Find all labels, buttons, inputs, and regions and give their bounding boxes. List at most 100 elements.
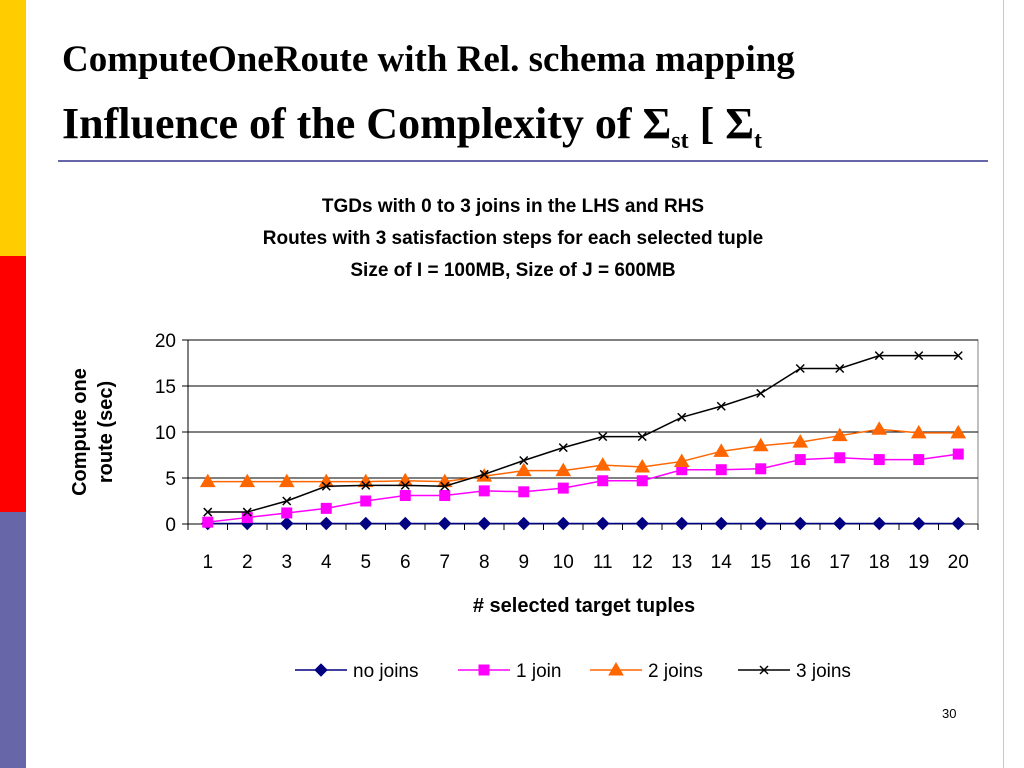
- x-tick-label-10: 10: [553, 552, 574, 573]
- point-3-joins-2: [242, 507, 252, 517]
- point-no-joins-11: [596, 516, 610, 531]
- point-1-join-2: [241, 512, 253, 524]
- x-tick-label-13: 13: [671, 552, 692, 573]
- point-2-joins-5: [357, 473, 374, 488]
- point-3-joins-19: [914, 351, 924, 361]
- side-bar-purple-segment: [0, 512, 26, 768]
- y-tick-label-20: 20: [155, 331, 176, 352]
- slide-title: ComputeOneRoute with Rel. schema mapping: [62, 39, 795, 80]
- chart-title-line-1: TGDs with 0 to 3 joins in the LHS and RH…: [322, 196, 704, 217]
- point-3-joins-7: [440, 481, 450, 491]
- point-no-joins-12: [635, 516, 649, 531]
- point-no-joins-16: [793, 516, 807, 531]
- point-no-joins-20: [951, 516, 965, 531]
- point-2-joins-3: [278, 473, 295, 488]
- x-tick-label-4: 4: [321, 552, 332, 573]
- point-1-join-8: [478, 485, 490, 497]
- y-axis-label: Compute one route (sec): [69, 368, 117, 496]
- point-no-joins-10: [556, 516, 570, 531]
- legend-label-1-join: 1 join: [516, 661, 561, 682]
- series-line-3-joins: [207, 354, 959, 513]
- point-2-joins-4: [318, 473, 335, 488]
- series-line-1-join: [207, 453, 959, 523]
- point-1-join-11: [597, 475, 609, 487]
- legend-label-2-joins: 2 joins: [648, 661, 703, 682]
- x-tick-label-3: 3: [281, 552, 292, 573]
- point-3-joins-12: [637, 432, 647, 442]
- point-2-joins-9: [515, 462, 532, 477]
- point-2-joins-17: [831, 427, 848, 442]
- point-no-joins-4: [319, 516, 333, 531]
- x-tick-label-12: 12: [632, 552, 653, 573]
- x-tick-label-15: 15: [750, 552, 771, 573]
- point-2-joins-6: [397, 472, 414, 487]
- legend-marker-1-join: [478, 664, 490, 676]
- subtitle-main-text: Influence of the Complexity of Σ: [62, 99, 672, 148]
- point-2-joins-18: [871, 421, 888, 435]
- title-underline-rule: [58, 160, 988, 162]
- point-3-joins-17: [835, 363, 845, 374]
- point-1-join-14: [715, 464, 727, 476]
- y-tick-label-5: 5: [165, 469, 176, 490]
- x-tick-label-18: 18: [869, 552, 890, 573]
- x-tick-label-16: 16: [790, 552, 811, 573]
- x-tick-label-1: 1: [202, 552, 213, 573]
- slide-right-border: [1003, 0, 1004, 768]
- y-tick-label-15: 15: [155, 377, 176, 398]
- point-no-joins-15: [754, 516, 768, 531]
- point-3-joins-13: [677, 412, 687, 422]
- point-3-joins-18: [874, 351, 884, 361]
- point-2-joins-20: [950, 424, 967, 439]
- x-tick-label-19: 19: [908, 552, 929, 573]
- x-tick-label-11: 11: [593, 552, 613, 573]
- x-tick-label-14: 14: [711, 552, 733, 573]
- point-3-joins-16: [795, 363, 805, 374]
- point-no-joins-18: [872, 516, 886, 531]
- line-chart: TGDs with 0 to 3 joins in the LHS and RH…: [69, 196, 979, 682]
- y-axis-label-line-1: Compute one: [69, 368, 91, 496]
- x-tick-label-5: 5: [360, 552, 371, 573]
- slide-side-bar: [0, 0, 26, 768]
- point-no-joins-7: [438, 516, 452, 531]
- point-no-joins-6: [398, 516, 412, 531]
- point-2-joins-15: [752, 437, 769, 452]
- point-no-joins-14: [714, 516, 728, 531]
- y-axis-label-line-2: route (sec): [95, 381, 117, 483]
- chart-title-line-3: Size of I = 100MB, Size of J = 600MB: [350, 260, 675, 281]
- point-no-joins-8: [477, 516, 491, 531]
- point-no-joins-3: [280, 516, 294, 531]
- point-3-joins-8: [479, 469, 489, 479]
- point-3-joins-10: [558, 443, 568, 453]
- point-1-join-5: [360, 495, 372, 507]
- legend-label-no-joins: no joins: [353, 661, 419, 682]
- point-1-join-10: [557, 482, 569, 494]
- point-no-joins-19: [912, 516, 926, 531]
- side-bar-red-segment: [0, 256, 26, 512]
- point-3-joins-20: [953, 351, 963, 361]
- point-3-joins-6: [400, 480, 410, 490]
- point-1-join-20: [952, 448, 964, 460]
- point-2-joins-14: [713, 443, 730, 457]
- point-2-joins-11: [594, 457, 611, 471]
- point-1-join-18: [873, 454, 885, 466]
- legend-label-3-joins: 3 joins: [796, 661, 851, 682]
- point-3-joins-14: [716, 401, 726, 411]
- subtitle-bracket-text: [ Σ: [688, 99, 755, 148]
- point-1-join-1: [202, 516, 214, 528]
- point-1-join-17: [834, 452, 846, 464]
- series-line-2-joins: [207, 428, 959, 483]
- slide-page-number: 30: [942, 706, 957, 721]
- x-tick-label-9: 9: [518, 552, 529, 573]
- point-no-joins-9: [517, 516, 531, 531]
- x-tick-label-7: 7: [439, 552, 450, 573]
- subtitle-subscript-st: st: [671, 128, 689, 154]
- subtitle-subscript-t: t: [754, 128, 763, 154]
- x-axis-label: # selected target tuples: [473, 595, 695, 617]
- point-2-joins-12: [634, 458, 651, 473]
- point-2-joins-2: [239, 473, 256, 488]
- x-tick-label-17: 17: [829, 552, 850, 573]
- point-3-joins-15: [756, 388, 766, 398]
- y-tick-label-10: 10: [155, 423, 176, 444]
- point-3-joins-9: [519, 455, 529, 466]
- x-tick-label-20: 20: [948, 552, 969, 573]
